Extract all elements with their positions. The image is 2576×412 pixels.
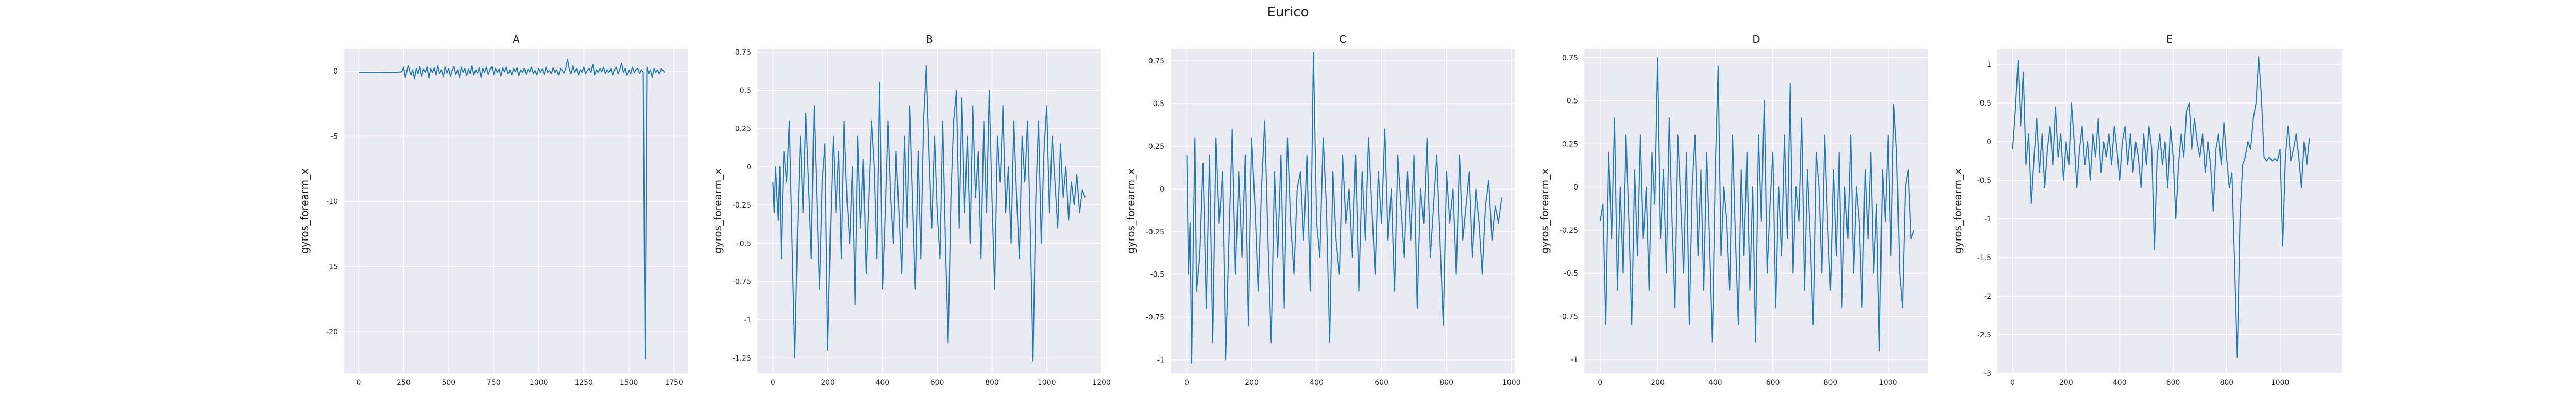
- panel-B: 0 200 400 600 800 1000 1200 0.75 0.5 0.25 0 -0.25 -0…: [711, 33, 1111, 387]
- x-tick-label: 500: [442, 379, 455, 387]
- y-tick-label: 0.75: [1148, 57, 1164, 65]
- x-tick-label: 1000: [530, 379, 548, 387]
- y-axis-label: gyros_forearm_x: [1125, 168, 1137, 254]
- x-tick-label: 0: [1184, 379, 1189, 387]
- y-tick-label: -20: [326, 328, 338, 336]
- x-tick-label: 1750: [665, 379, 683, 387]
- panel-title: B: [926, 33, 933, 45]
- y-tick-label: -0.75: [1560, 313, 1578, 321]
- y-tick-label: 0: [1987, 138, 1991, 146]
- x-tick-label: 800: [985, 379, 999, 387]
- plot-area: [1171, 49, 1515, 373]
- y-tick-label: -1: [1571, 356, 1578, 364]
- y-tick-label: -0.75: [1146, 314, 1164, 322]
- x-tick-label: 1250: [574, 379, 593, 387]
- x-tick-label: 600: [1766, 379, 1780, 387]
- x-tick-label: 1000: [1038, 379, 1056, 387]
- y-tick-label: -1: [1157, 356, 1164, 364]
- figure-suptitle: Eurico: [1267, 5, 1309, 20]
- y-tick-label: -0.5: [1564, 270, 1578, 278]
- plot-area: [1997, 49, 2342, 373]
- y-tick-label: 0.5: [1980, 99, 1991, 108]
- y-tick-label: 0.5: [1567, 97, 1578, 106]
- y-tick-label: -1: [1984, 215, 1991, 224]
- y-axis-label: gyros_forearm_x: [298, 168, 311, 254]
- subplot-grid: 0 250 500 750 1000 1250 1500 17500-5-10-15-20Ag…: [298, 33, 2342, 387]
- y-axis-label: gyros_forearm_x: [1952, 168, 1964, 254]
- x-tick-label: 800: [1824, 379, 1838, 387]
- y-tick-label: 0.5: [1153, 100, 1164, 108]
- y-tick-label: -15: [326, 263, 338, 271]
- x-tick-label: 0: [357, 379, 361, 387]
- x-tick-label: 400: [1310, 379, 1324, 387]
- x-tick-label: 200: [821, 379, 835, 387]
- panel-title: C: [1339, 33, 1346, 45]
- y-axis-label: gyros_forearm_x: [711, 168, 724, 254]
- y-tick-label: -1.25: [733, 354, 751, 363]
- panel-title: E: [2166, 33, 2173, 45]
- x-tick-label: 1000: [1502, 379, 1521, 387]
- y-tick-label: -0.75: [733, 278, 751, 286]
- y-tick-label: -1.5: [1977, 254, 1991, 262]
- y-tick-label: 0.25: [1562, 140, 1578, 148]
- x-tick-label: 200: [2059, 379, 2073, 387]
- y-tick-label: -1: [744, 316, 751, 324]
- x-tick-label: 600: [1375, 379, 1388, 387]
- x-tick-label: 600: [930, 379, 944, 387]
- x-tick-label: 0: [1598, 379, 1602, 387]
- y-tick-label: 1: [1987, 61, 1991, 69]
- series-line: [772, 65, 1086, 362]
- y-tick-label: 0: [747, 163, 751, 171]
- y-tick-label: -10: [326, 198, 338, 206]
- x-tick-label: 250: [397, 379, 411, 387]
- x-tick-label: 400: [875, 379, 889, 387]
- y-tick-label: -0.5: [737, 239, 751, 248]
- x-tick-label: 200: [1651, 379, 1665, 387]
- panel-C: 0 200 400 600 800 1000 0.75 0.5 0.25 0 -0.25 -0.5 -0…: [1125, 33, 1521, 387]
- y-tick-label: -2.5: [1977, 331, 1991, 339]
- panel-D: 0 200 400 600 800 1000 0.75 0.5 0.25 0 -0.25 -0.5 -0…: [1538, 33, 1928, 387]
- y-tick-label: -0.5: [1150, 271, 1164, 279]
- plot-area: [757, 49, 1101, 373]
- panel-A: 0 250 500 750 1000 1250 1500 1750 0 -5 -10 -15 -20 Ag…: [298, 33, 688, 387]
- y-tick-label: -5: [331, 133, 338, 141]
- x-tick-label: 600: [2166, 379, 2180, 387]
- y-axis-label: gyros_forearm_x: [1538, 168, 1551, 254]
- x-tick-label: 1000: [2271, 379, 2290, 387]
- x-tick-label: 200: [1245, 379, 1259, 387]
- y-tick-label: -0.25: [733, 201, 751, 210]
- x-tick-label: 400: [1708, 379, 1722, 387]
- x-tick-label: 1000: [1879, 379, 1897, 387]
- panel-title: A: [513, 33, 520, 45]
- y-tick-label: -0.5: [1977, 177, 1991, 185]
- x-tick-label: 800: [2219, 379, 2233, 387]
- series-line: [359, 59, 666, 360]
- x-tick-label: 800: [1439, 379, 1453, 387]
- series-line: [1599, 57, 1915, 352]
- y-tick-label: -3: [1984, 370, 1991, 378]
- series-line: [2012, 56, 2310, 358]
- series-line: [1186, 52, 1502, 364]
- y-tick-label: 0: [1573, 183, 1578, 192]
- y-tick-label: 0.25: [1148, 143, 1164, 151]
- y-tick-label: -0.25: [1146, 228, 1164, 236]
- x-tick-label: 0: [771, 379, 775, 387]
- x-tick-label: 1200: [1092, 379, 1111, 387]
- x-tick-label: 750: [487, 379, 501, 387]
- x-tick-label: 400: [2113, 379, 2127, 387]
- y-tick-label: 0.25: [735, 125, 751, 133]
- y-tick-label: 0: [1160, 185, 1164, 194]
- plot-area: [344, 49, 688, 373]
- y-tick-label: 0.5: [740, 87, 751, 95]
- y-tick-label: 0.75: [1562, 54, 1578, 62]
- x-tick-label: 1500: [620, 379, 638, 387]
- panel-E: 0 200 400 600 800 1000 1 0.5 0 -0.5 -1 -1.5 -2 -2.5 -3…: [1952, 33, 2342, 387]
- y-tick-label: -2: [1984, 293, 1991, 301]
- y-tick-label: 0.75: [735, 48, 751, 57]
- panel-title: D: [1752, 33, 1760, 45]
- y-tick-label: -0.25: [1560, 227, 1578, 235]
- x-tick-label: 0: [2010, 379, 2015, 387]
- y-tick-label: 0: [333, 67, 338, 76]
